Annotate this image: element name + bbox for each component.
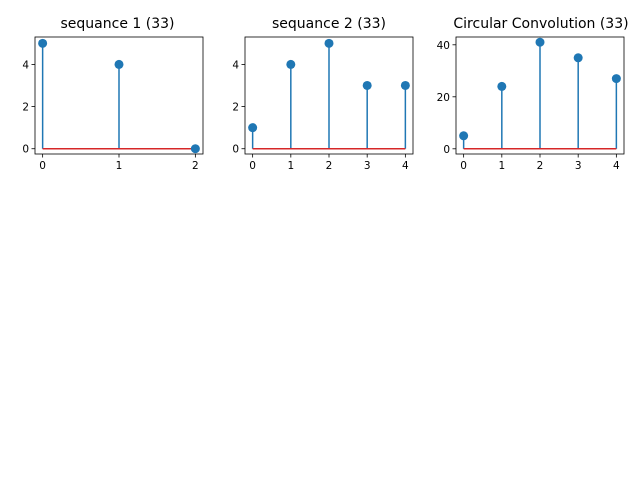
y-tick-label: 2 [232, 102, 239, 114]
stem-marker [362, 80, 372, 90]
x-tick-label: 4 [402, 160, 409, 172]
y-tick-label: 0 [232, 144, 239, 156]
x-tick-label: 1 [498, 160, 505, 172]
x-tick-label: 4 [613, 160, 620, 172]
x-tick-label: 1 [116, 160, 123, 172]
stem-marker [248, 123, 258, 133]
stem-marker [611, 74, 621, 84]
y-tick-label: 0 [22, 144, 29, 156]
stem-marker [400, 80, 410, 90]
stem-marker [38, 38, 48, 48]
subplot-2-title: sequance 2 (33) [272, 16, 386, 32]
subplot-sequence-2: sequance 2 (33) 0 1 2 3 4 0 2 4 [232, 16, 414, 172]
y-tick-label: 20 [437, 92, 450, 104]
x-tick-label: 0 [249, 160, 256, 172]
x-tick-label: 3 [364, 160, 371, 172]
stem-marker [535, 37, 545, 47]
stem-marker [190, 144, 200, 154]
subplot-1-title: sequance 1 (33) [61, 16, 175, 32]
x-tick-label: 3 [575, 160, 582, 172]
x-tick-label: 2 [537, 160, 544, 172]
x-tick-label: 2 [192, 160, 199, 172]
y-tick-label: 4 [232, 59, 239, 71]
subplot-3-title: Circular Convolution (33) [453, 16, 628, 32]
x-tick-label: 1 [287, 160, 294, 172]
y-tick-label: 40 [437, 40, 450, 52]
stem-marker [497, 81, 507, 91]
stem-marker [459, 131, 469, 141]
stem-marker [114, 59, 124, 69]
x-tick-label: 0 [460, 160, 467, 172]
stem-marker [324, 38, 334, 48]
stem-marker [286, 59, 296, 69]
x-tick-label: 0 [39, 160, 46, 172]
x-tick-label: 2 [326, 160, 333, 172]
y-tick-label: 0 [443, 144, 450, 156]
y-tick-label: 4 [22, 59, 29, 71]
subplot-sequence-1: sequance 1 (33) 0 1 2 0 2 4 [22, 16, 204, 172]
y-tick-label: 2 [22, 102, 29, 114]
stem-marker [573, 53, 583, 63]
